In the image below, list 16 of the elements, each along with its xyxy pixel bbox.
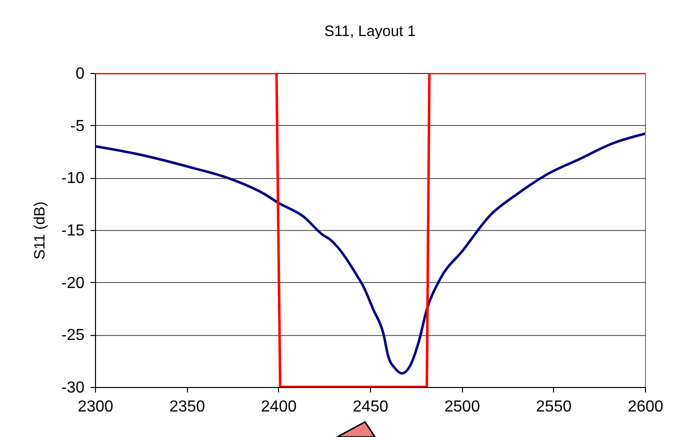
y-tick-label: -25 bbox=[61, 327, 85, 344]
x-tick-label: 2450 bbox=[352, 398, 388, 416]
y-tick-label: 0 bbox=[76, 66, 85, 82]
x-tick-label: 2400 bbox=[261, 398, 297, 416]
y-tick-label: -10 bbox=[61, 170, 85, 188]
x-tick-label: 2500 bbox=[444, 398, 480, 416]
x-tick-label: 2300 bbox=[78, 398, 114, 416]
x-tick-label: 2600 bbox=[628, 398, 664, 416]
y-tick-label: -15 bbox=[61, 222, 85, 240]
y-axis-title: S11 (dB) bbox=[31, 201, 48, 260]
chart-title: S11, Layout 1 bbox=[324, 23, 416, 40]
y-tick-label: -30 bbox=[61, 380, 85, 396]
y-tick-label: -20 bbox=[61, 274, 85, 292]
x-tick-label: 2350 bbox=[169, 398, 206, 416]
y-tick-label: -5 bbox=[70, 118, 85, 135]
x-tick-label: 2550 bbox=[536, 398, 572, 416]
